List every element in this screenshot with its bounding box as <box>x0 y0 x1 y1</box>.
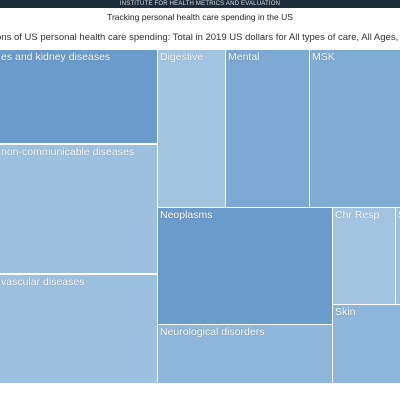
tile-label: vascular diseases <box>1 276 85 288</box>
page-title: Tracking personal health care spending i… <box>107 12 293 22</box>
org-header-bar: INSTITUTE FOR HEALTH METRICS AND EVALUAT… <box>0 0 400 8</box>
tile-digestive[interactable]: Digestive <box>157 49 226 208</box>
tile-label: non-communicable diseases <box>1 146 135 158</box>
tile-neoplasms[interactable]: Neoplasms <box>157 207 333 325</box>
tile-label: Chr Resp <box>335 209 380 221</box>
tile-chronic-respiratory[interactable]: Chr Resp <box>332 207 396 305</box>
org-name: INSTITUTE FOR HEALTH METRICS AND EVALUAT… <box>119 1 281 7</box>
tile-neurological-disorders[interactable]: Neurological disorders <box>157 324 333 384</box>
tile-mental[interactable]: Mental <box>225 49 310 208</box>
tile-label: Skin <box>335 306 356 318</box>
tile-label: es and kidney diseases <box>1 51 111 63</box>
chart-subtitle: ons of US personal health care spending:… <box>0 32 400 43</box>
tile-cardiovascular-diseases[interactable]: vascular diseases <box>0 274 158 384</box>
treemap: es and kidney diseases non-communicable … <box>0 49 400 384</box>
tile-skin[interactable]: Skin <box>332 304 400 384</box>
tile-s[interactable]: S <box>395 207 400 305</box>
tile-label: Neoplasms <box>160 209 213 221</box>
tile-non-communicable-diseases[interactable]: non-communicable diseases <box>0 144 158 274</box>
tile-kidney-diseases[interactable]: es and kidney diseases <box>0 49 158 144</box>
tile-label: Mental <box>228 51 260 63</box>
tile-label: S <box>398 209 400 221</box>
tile-label: Digestive <box>160 51 204 63</box>
footer-area <box>0 384 400 400</box>
tile-label: MSK <box>312 51 335 63</box>
tile-msk[interactable]: MSK <box>309 49 400 208</box>
tile-label: Neurological disorders <box>160 326 265 338</box>
